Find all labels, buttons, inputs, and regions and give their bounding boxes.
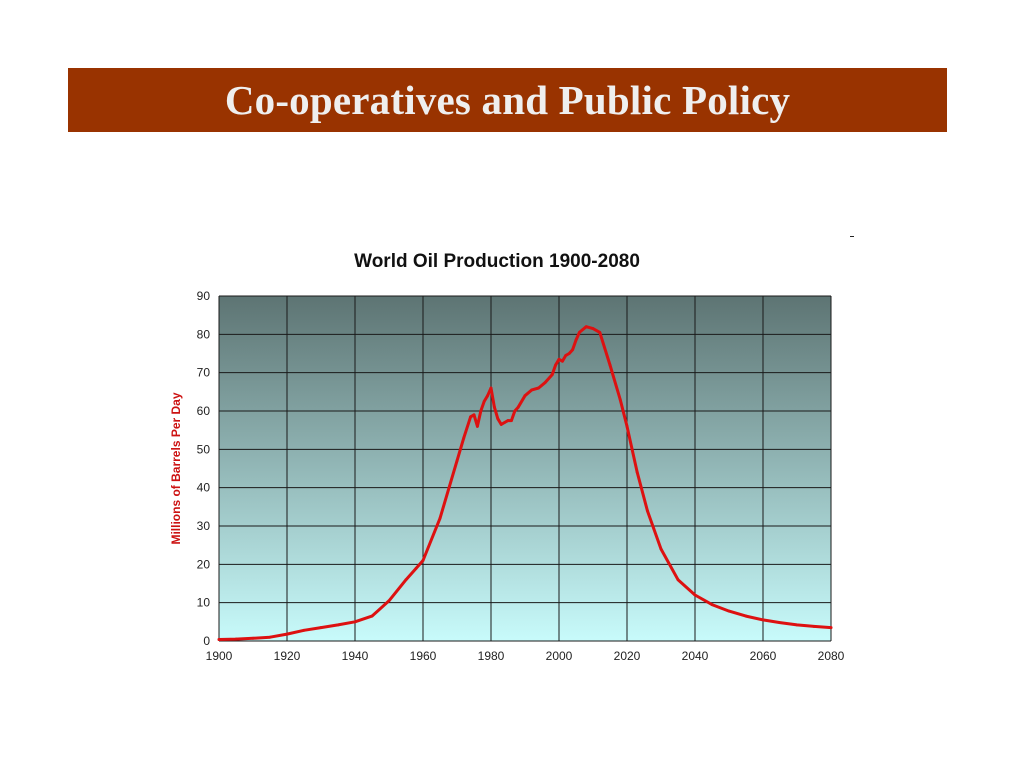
y-tick-label: 20 [197, 557, 211, 571]
data-point [217, 638, 221, 641]
data-point [659, 547, 663, 551]
data-point [336, 623, 340, 627]
data-point [625, 424, 629, 428]
y-tick-label: 10 [197, 596, 211, 610]
slide-title-bar: Co-operatives and Public Policy [68, 68, 947, 132]
data-point [567, 352, 571, 355]
data-point [744, 614, 748, 618]
data-point [516, 405, 520, 409]
series-points [217, 325, 833, 641]
data-point [414, 566, 418, 570]
data-point [234, 637, 238, 641]
data-point [646, 509, 649, 513]
data-point [438, 516, 442, 520]
data-point [499, 423, 503, 426]
data-point [370, 614, 374, 618]
data-point [285, 632, 289, 636]
data-point [571, 348, 574, 352]
data-point [761, 618, 765, 622]
data-point [584, 325, 588, 329]
x-tick-label: 2020 [614, 649, 641, 663]
data-point [404, 578, 408, 582]
data-point [598, 331, 602, 334]
data-point [608, 363, 612, 367]
data-point [469, 415, 472, 419]
data-point [455, 459, 459, 463]
data-point [506, 419, 510, 422]
y-tick-label: 80 [197, 327, 211, 341]
y-axis-tick-labels: 0 10 20 30 40 50 60 70 80 90 [197, 289, 211, 648]
plot-area [219, 296, 831, 641]
y-tick-label: 50 [197, 442, 211, 456]
y-axis-label: Millions of Barrels Per Day [169, 392, 183, 544]
data-point [482, 400, 486, 403]
horizontal-gridlines [219, 295, 831, 642]
data-point [676, 578, 680, 582]
data-point [421, 559, 425, 562]
data-point [727, 609, 731, 613]
data-point [710, 603, 714, 606]
x-axis-tick-labels: 1900 1920 1940 1960 1980 2000 2020 2040 2060 2080 [206, 649, 845, 663]
x-tick-label: 2060 [750, 649, 777, 663]
data-point [496, 417, 500, 421]
data-point [513, 409, 517, 413]
data-point [829, 626, 833, 629]
x-tick-label: 1960 [410, 649, 437, 663]
data-point [554, 363, 557, 367]
data-point [479, 409, 483, 413]
data-point [493, 405, 496, 409]
x-tick-label: 2000 [546, 649, 573, 663]
data-point [795, 623, 799, 627]
y-tick-label: 40 [197, 481, 211, 495]
y-tick-label: 70 [197, 366, 211, 380]
data-point [812, 625, 816, 628]
data-point [476, 424, 479, 428]
data-point [489, 386, 493, 390]
data-point [486, 394, 489, 398]
data-point [561, 359, 564, 363]
data-point [472, 413, 476, 417]
chart-svg: World Oil Production 1900-2080 1900 1920 1… [169, 251, 845, 663]
y-tick-label: 0 [203, 634, 210, 648]
data-point [251, 636, 255, 640]
data-point [635, 470, 639, 474]
data-point [302, 628, 306, 632]
data-point [693, 593, 697, 597]
y-tick-label: 60 [197, 404, 211, 418]
data-point [557, 357, 561, 361]
data-point [574, 338, 578, 342]
data-point [618, 398, 622, 401]
chart-title: World Oil Production 1900-2080 [354, 251, 640, 272]
data-point [510, 419, 513, 422]
x-tick-label: 2040 [682, 649, 709, 663]
data-point [353, 620, 357, 624]
data-point [523, 394, 527, 398]
data-point [319, 626, 323, 629]
data-point [387, 599, 391, 603]
data-point [544, 380, 547, 384]
data-point [578, 331, 581, 334]
stray-dash-mark [850, 236, 854, 237]
data-point [537, 386, 540, 390]
x-tick-label: 2080 [818, 649, 845, 663]
data-point [268, 635, 272, 639]
y-tick-label: 30 [197, 519, 211, 533]
x-tick-label: 1900 [206, 649, 233, 663]
series-line-oil-production [217, 325, 833, 641]
oil-production-chart: World Oil Production 1900-2080 1900 1920 1… [160, 232, 860, 672]
slide-title: Co-operatives and Public Policy [224, 77, 791, 123]
data-point [550, 373, 554, 376]
data-point [503, 421, 506, 424]
data-point [530, 388, 534, 392]
data-point [778, 621, 782, 624]
x-tick-label: 1920 [274, 649, 301, 663]
data-point [591, 327, 595, 330]
data-point [462, 436, 466, 440]
x-tick-label: 1940 [342, 649, 369, 663]
data-point [564, 354, 568, 357]
x-tick-label: 1980 [478, 649, 505, 663]
vertical-gridlines [218, 296, 832, 641]
y-tick-label: 90 [197, 289, 211, 303]
